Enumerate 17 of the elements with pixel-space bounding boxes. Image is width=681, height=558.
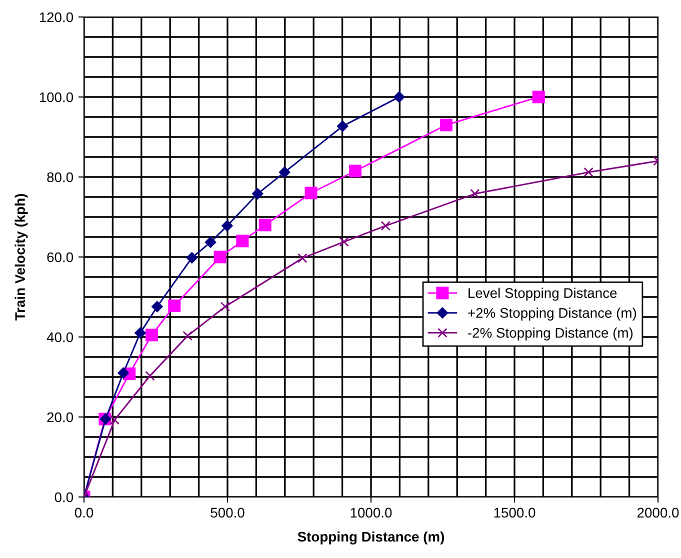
- y-tick-label: 20.0: [47, 412, 74, 422]
- legend-label: -2% Stopping Distance (m): [468, 328, 633, 340]
- y-tick-label: 80.0: [47, 172, 74, 182]
- x-tick-label: 1500.0: [494, 508, 536, 518]
- legend-label: +2% Stopping Distance (m): [468, 308, 636, 321]
- x-axis-title: Stopping Distance (m): [298, 531, 444, 544]
- x-tick-label: 1000.0: [350, 508, 392, 518]
- y-tick-label: 40.0: [46, 332, 74, 342]
- y-tick-label: 0.0: [54, 492, 74, 502]
- y-tick-label: 100.0: [40, 92, 74, 102]
- y-tick-label: 60.0: [47, 252, 74, 262]
- x-tick-label: 500.0: [210, 508, 244, 518]
- legend-label: Level Stopping Distance: [468, 288, 617, 301]
- x-tick-label: 0.0: [74, 508, 94, 518]
- x-tick-label: 2000.0: [637, 508, 679, 518]
- y-tick-label: 120.0: [40, 12, 74, 22]
- y-axis-title: Train Velocity (kph): [14, 194, 28, 321]
